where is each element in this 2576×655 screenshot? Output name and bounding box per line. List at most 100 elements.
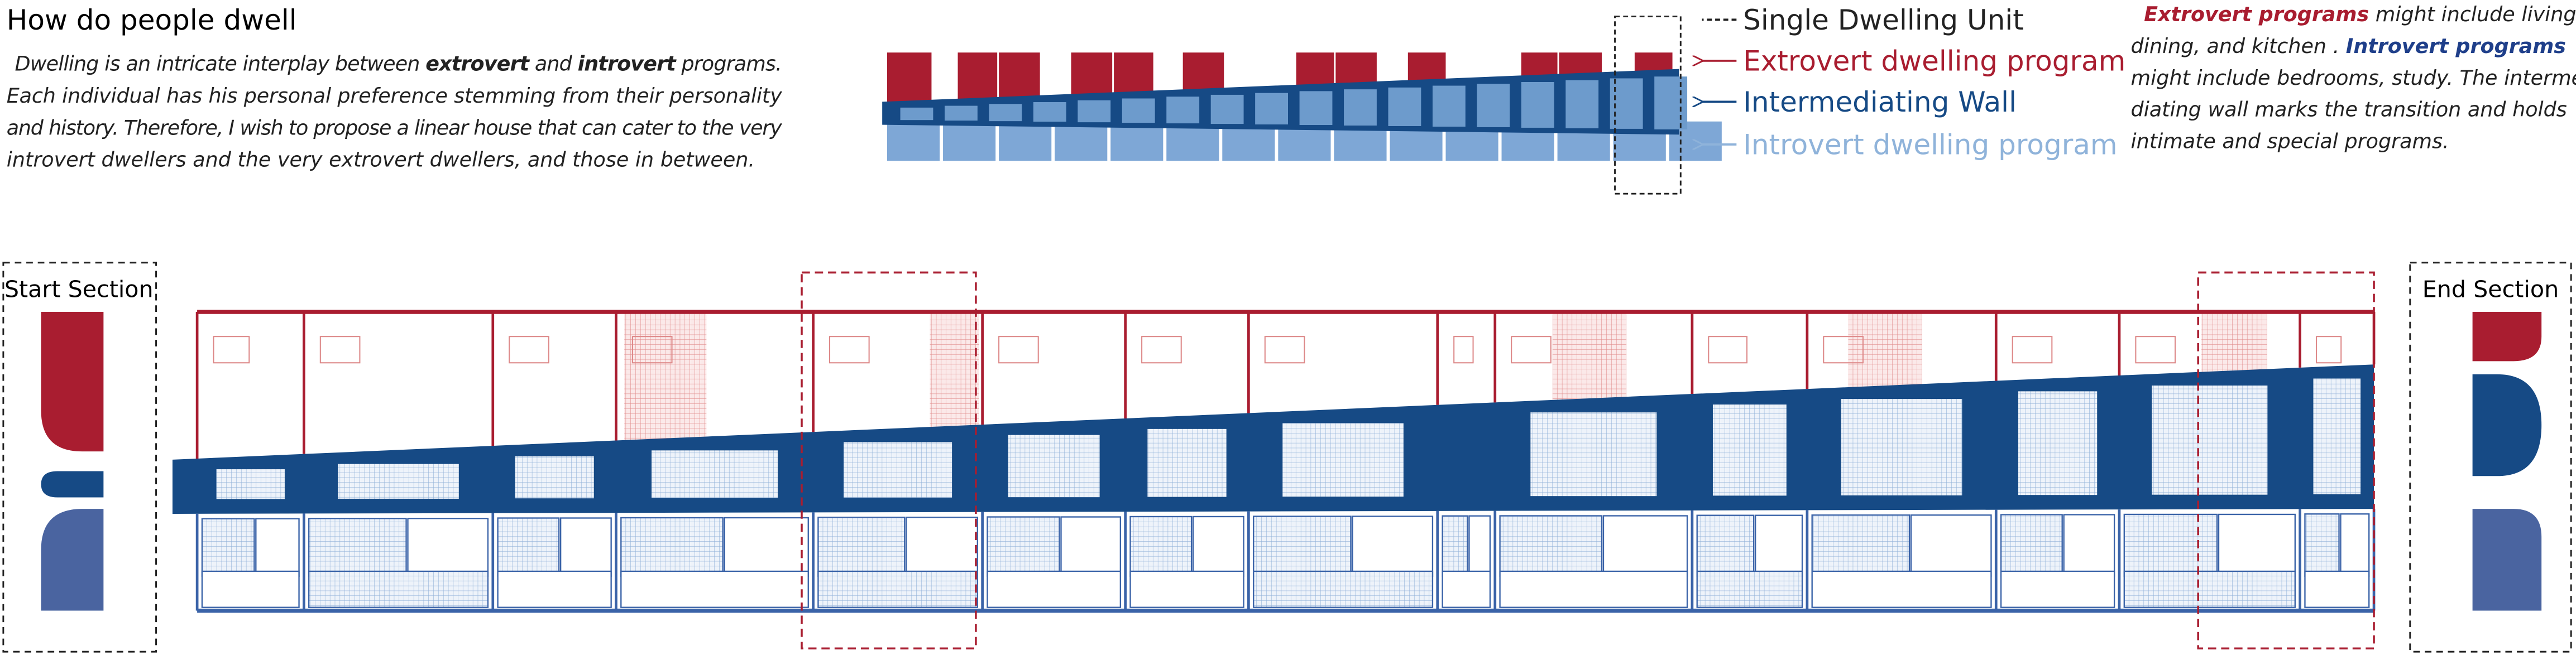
introvert-room (559, 517, 612, 577)
intro-line: Dwelling is an intricate interplay betwe… (15, 52, 782, 76)
introvert-room (2063, 514, 2115, 577)
legend: Single Dwelling Unit Extrovert dwelling p… (1702, 4, 2125, 161)
wall-room (1033, 102, 1066, 122)
bath (1253, 570, 1434, 608)
floor-plan (172, 271, 2377, 649)
intro-line: and history. Therefore, I wish to propos… (7, 115, 782, 139)
furniture (998, 336, 1039, 364)
intro-text: Each individual has his personal prefere… (7, 84, 782, 108)
introvert-room (724, 517, 809, 577)
wall-room (1282, 423, 1404, 497)
intro-text: and (529, 52, 578, 76)
note-text: diating wall marks the transition and ho… (2131, 98, 2567, 122)
introvert-room (407, 518, 489, 577)
wall-room (844, 442, 952, 498)
introvert-room (255, 518, 300, 577)
extrovert-block (2472, 312, 2542, 362)
introvert-block (2472, 509, 2542, 611)
furniture (1264, 336, 1305, 364)
introvert-unit (943, 121, 996, 161)
introvert-room (1468, 515, 1491, 577)
note-text: dining, and kitchen . (2131, 34, 2346, 58)
introvert-room (1811, 514, 1911, 577)
introvert-room (1129, 516, 1193, 577)
furniture (213, 336, 250, 364)
wall-room (900, 107, 933, 121)
bath (817, 570, 979, 608)
introvert-unit (887, 121, 940, 161)
introvert-room (2304, 513, 2340, 577)
furniture (631, 336, 673, 364)
legend-label: Extrovert dwelling program (1743, 45, 2125, 78)
legend-label: Single Dwelling Unit (1743, 4, 2024, 36)
wall-room (1344, 89, 1377, 126)
legend-label: Introvert dwelling program (1743, 129, 2118, 161)
note-text: Extrovert programs (2144, 2, 2369, 26)
intro-text: programs. (676, 52, 782, 76)
wall-room (1477, 84, 1510, 127)
intro-text: extrovert (425, 52, 530, 76)
wall-room (1432, 85, 1466, 127)
bath (2000, 570, 2115, 608)
wall-block (41, 471, 104, 498)
introvert-room (2000, 514, 2063, 577)
intro-text: and history. Therefore, I wish to propos… (7, 115, 782, 139)
title: How do people dwell (7, 4, 297, 36)
introvert-room (1253, 516, 1352, 577)
introvert-room (1754, 514, 1803, 577)
intro-text: Dwelling is an intricate interplay betwe… (15, 52, 426, 76)
wall-room (944, 105, 978, 121)
bath (1499, 570, 1688, 608)
furniture (319, 336, 361, 364)
introvert-unit (1055, 121, 1108, 161)
wall-room (515, 456, 594, 499)
furniture (1511, 336, 1552, 364)
wall-room (1210, 94, 1244, 124)
end-label: End Section (2422, 276, 2559, 303)
wall-room (1122, 98, 1155, 123)
bath (1811, 570, 1992, 608)
concept-diagram (882, 15, 1722, 195)
bath (497, 570, 612, 608)
introvert-room (308, 518, 407, 577)
end-frame (2409, 262, 2572, 653)
corridor (930, 312, 979, 427)
introvert-room (497, 517, 560, 577)
extrovert-unit (887, 52, 932, 102)
unit-frame (801, 271, 977, 649)
intro-text: introvert (578, 52, 677, 76)
legend-label: Intermediating Wall (1743, 86, 2017, 118)
introvert-room (2340, 513, 2370, 577)
introvert-room (1352, 516, 1434, 577)
bath (2304, 570, 2370, 608)
furniture (2316, 336, 2342, 364)
note-text: Introvert programs (2346, 34, 2566, 58)
furniture (1141, 336, 1182, 364)
introvert-room (1602, 515, 1688, 577)
bath (620, 570, 809, 608)
wall-room (1841, 399, 1962, 495)
bath (201, 570, 300, 608)
wall-room (1078, 100, 1111, 123)
introvert-room (1060, 516, 1122, 577)
wall-room (989, 104, 1022, 122)
note-line: diating wall marks the transition and ho… (2131, 98, 2567, 122)
wall-room (1712, 404, 1787, 496)
intro: Dwelling is an intricate interplay betwe… (7, 52, 782, 172)
introvert-room (1696, 514, 1755, 577)
bath (1442, 570, 1491, 608)
introvert-room (2123, 513, 2218, 577)
wall-room (2152, 386, 2268, 495)
bath (1129, 570, 1244, 608)
wall-room (1147, 428, 1227, 497)
note-line: Extrovert programs might include living, (2144, 2, 2576, 26)
introvert-room (1192, 516, 1244, 577)
introvert-room (906, 517, 979, 577)
wall-room (1565, 80, 1599, 128)
introvert-room (620, 517, 724, 577)
note-text: intimate and special programs. (2131, 129, 2449, 153)
furniture (1453, 336, 1474, 364)
bath (1696, 570, 1803, 608)
